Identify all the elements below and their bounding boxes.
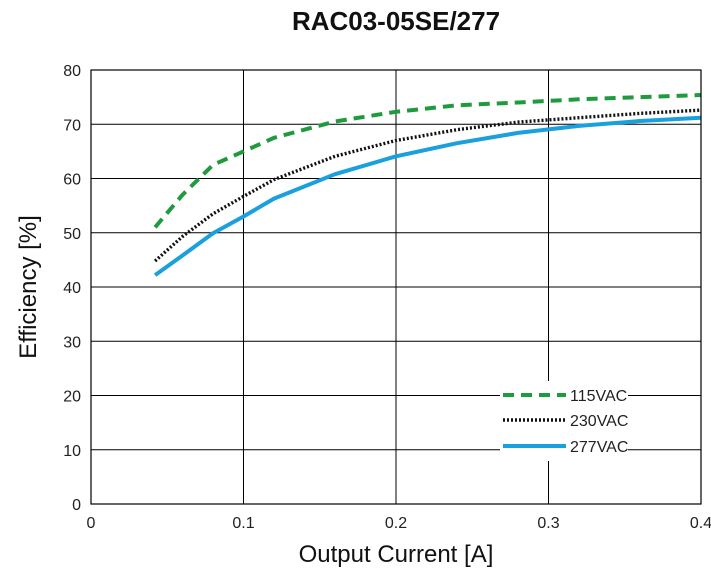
y-tick-label: 70 xyxy=(63,117,81,134)
x-tick-label: 0.1 xyxy=(232,515,254,532)
y-tick-label: 50 xyxy=(63,226,81,243)
x-tick-label: 0.2 xyxy=(385,515,407,532)
y-tick-label: 10 xyxy=(63,443,81,460)
legend-label-230vac: 230VAC xyxy=(570,413,628,430)
y-tick-label: 0 xyxy=(72,497,81,514)
y-tick-label: 30 xyxy=(63,334,81,351)
y-tick-label: 40 xyxy=(63,280,81,297)
x-axis-label: Output Current [A] xyxy=(299,541,494,568)
plot-frame xyxy=(90,69,702,505)
series-layer xyxy=(153,93,702,277)
x-tick-label: 0 xyxy=(87,515,96,532)
y-tick-label: 60 xyxy=(63,172,81,189)
legend-label-277vac: 277VAC xyxy=(570,439,628,456)
chart-title: RAC03-05SE/277 xyxy=(292,6,500,36)
series-line-230vac xyxy=(153,108,702,263)
series-line-115vac xyxy=(153,93,702,229)
tick-layer: 0 0.1 0.2 0.3 0.4 0 10 20 30 40 50 60 70 80 xyxy=(63,63,711,532)
y-axis-label: Efficiency [%] xyxy=(15,215,42,359)
series-line-277vac xyxy=(153,115,702,277)
x-tick-label: 0.3 xyxy=(537,515,559,532)
legend-label-115vac: 115VAC xyxy=(570,388,627,405)
y-tick-label: 80 xyxy=(63,63,81,80)
y-tick-label: 20 xyxy=(63,389,81,406)
x-tick-label: 0.4 xyxy=(690,515,711,532)
legend: 115VAC 230VAC 277VAC xyxy=(500,381,628,461)
